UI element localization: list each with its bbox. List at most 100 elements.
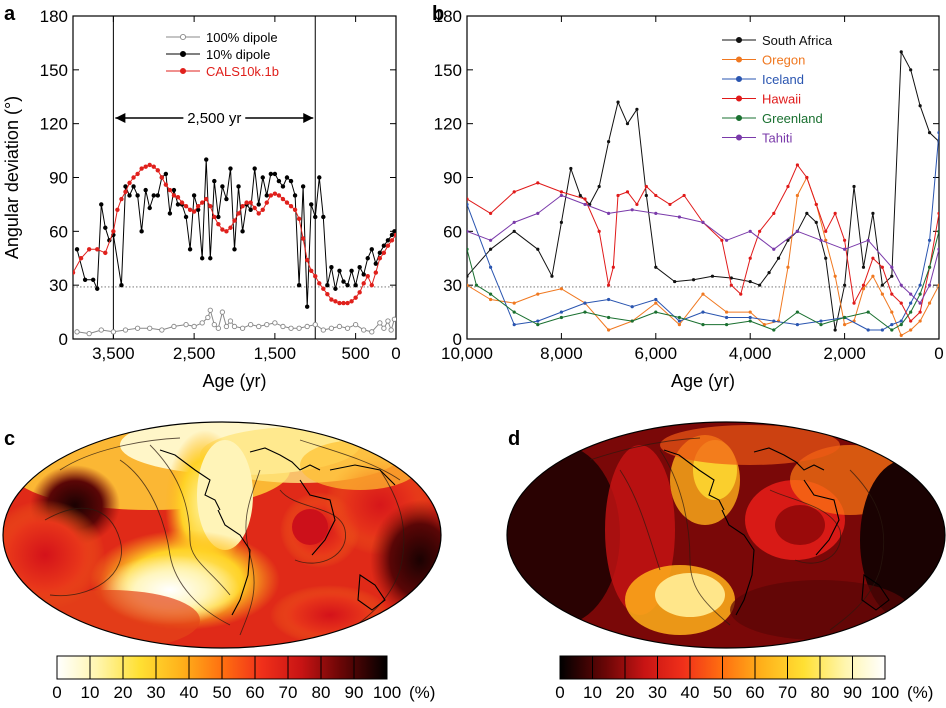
data-point-a-2 [228,225,233,230]
data-point-b-5 [909,292,913,296]
panel-letter-a: a [4,3,16,25]
data-point-b-3 [937,211,939,215]
colorbar-tick-label-c: 100 [373,683,401,702]
legend-marker-b-1 [735,56,743,63]
colorbar-tick-label-d: 30 [648,683,667,702]
data-point-a-0 [74,329,80,335]
data-point-a-0 [122,327,129,333]
data-point-b-0 [767,271,771,275]
data-point-a-1 [131,184,136,189]
data-point-a-1 [220,184,225,189]
data-point-b-0 [625,122,630,126]
data-point-a-1 [377,250,383,256]
y-tick-label-b: 30 [443,276,462,295]
data-point-a-1 [183,214,189,220]
data-point-b-5 [937,247,939,251]
data-point-b-4 [772,328,776,332]
data-point-a-0 [296,325,302,331]
data-point-b-2 [725,315,729,320]
data-point-a-1 [260,175,265,180]
data-point-a-1 [82,277,88,282]
data-point-b-5 [630,208,634,212]
data-point-b-0 [729,276,733,280]
data-point-a-2 [276,193,282,198]
data-point-a-2 [309,268,314,274]
legend-label-a-0: 100% dipole [206,30,278,45]
data-point-b-5 [819,238,823,242]
legend-label-b-5: Tahiti [762,131,792,146]
data-point-a-1 [119,282,124,288]
colorbar-unit-c: (%) [409,683,435,702]
data-point-b-4 [654,310,658,314]
data-point-a-0 [328,325,335,331]
data-point-a-2 [288,204,294,209]
data-point-a-2 [187,207,193,212]
data-point-b-1 [701,292,705,296]
y-axis-title-a: Angular deviation (°) [2,96,22,259]
data-point-b-2 [772,319,776,323]
data-point-b-4 [677,315,682,320]
data-point-b-0 [512,229,516,233]
data-point-a-0 [219,309,226,315]
data-point-a-0 [272,320,278,326]
data-point-a-1 [349,268,354,274]
colorbar-tick-label-d: 20 [616,683,635,702]
data-point-b-4 [899,323,903,327]
data-point-a-2 [296,216,302,221]
plot-frame-b [466,15,940,340]
data-point-b-4 [918,292,922,296]
data-point-b-0 [607,140,611,144]
data-point-a-1 [321,214,326,220]
data-point-a-2 [175,195,181,200]
data-point-b-0 [578,193,582,198]
colorbar-tick-label-c: 40 [180,683,199,702]
colorbar-tick-label-c: 10 [81,683,100,702]
y-tick-label-a: 30 [49,276,68,295]
x-tick-label-b: 0 [934,344,943,363]
data-point-b-0 [635,107,639,111]
data-point-a-1 [329,265,334,270]
series-group-b [467,50,939,338]
map-c-outline [2,421,442,649]
data-point-b-2 [880,328,884,332]
legend-label-a-2: CALS10k.1b [206,64,279,79]
data-point-b-5 [512,220,516,224]
data-point-a-1 [284,175,290,180]
data-point-b-3 [644,184,648,189]
data-point-a-2 [284,200,290,205]
data-point-b-0 [691,278,696,282]
data-point-b-3 [635,202,639,207]
data-point-b-2 [795,323,800,327]
data-point-a-1 [195,207,201,212]
data-point-a-1 [135,193,140,198]
data-point-b-5 [559,193,564,198]
data-point-a-0 [199,320,205,326]
data-point-b-0 [805,211,809,215]
series-line-b-5 [467,194,939,304]
data-point-a-2 [317,281,322,286]
map-d-outline [506,421,946,649]
data-point-b-5 [607,211,611,215]
panel-letter-b: b [432,3,444,25]
data-point-a-2 [244,200,249,205]
data-point-a-2 [183,204,189,209]
panel-a-chart: 0 30 60 90 120 150 180 3,500 2,500 1,500 500 0 2,500… [2,7,401,391]
data-point-a-1 [147,205,152,211]
y-tick-label-a: 60 [49,222,68,241]
data-point-a-0 [377,320,383,326]
data-point-b-1 [899,333,903,338]
data-point-b-3 [536,181,540,185]
data-point-a-1 [204,157,209,162]
data-point-b-0 [550,274,554,278]
data-point-a-1 [304,304,310,309]
data-point-b-3 [616,193,620,198]
colorbar-tick-label-d: 10 [583,683,602,702]
data-point-a-2 [95,247,100,252]
data-point-a-2 [163,182,169,187]
data-point-b-3 [729,283,733,287]
data-point-b-5 [677,215,682,219]
panel-letter-d: d [508,428,520,450]
data-point-b-5 [927,283,932,287]
data-point-b-5 [918,301,922,305]
colorbar-tick-label-c: 20 [114,683,133,702]
